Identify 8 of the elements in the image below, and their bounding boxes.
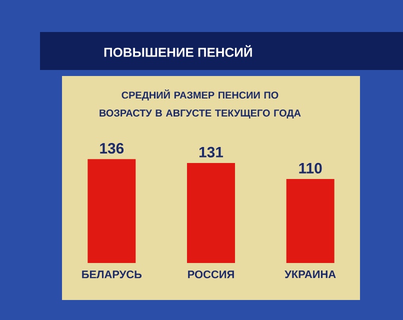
data-label: 131 [199, 146, 224, 158]
x-tick-label: УКРАИНА [284, 270, 336, 278]
chart-subtitle: СРЕДНИЙ РАЗМЕР ПЕНСИИ ПО ВОЗРАСТУ В АВГУСТЕ ТЕКУЩЕГО ГОДА [100, 90, 301, 118]
x-tick-label: БЕЛАРУСЬ [82, 270, 142, 278]
chart-title: ПОВЫШЕНИЕ ПЕНСИЙ [104, 45, 252, 57]
data-label: 110 [299, 162, 322, 174]
data-label: 136 [100, 143, 124, 154]
x-tick-label: РОССИЯ [188, 270, 234, 278]
